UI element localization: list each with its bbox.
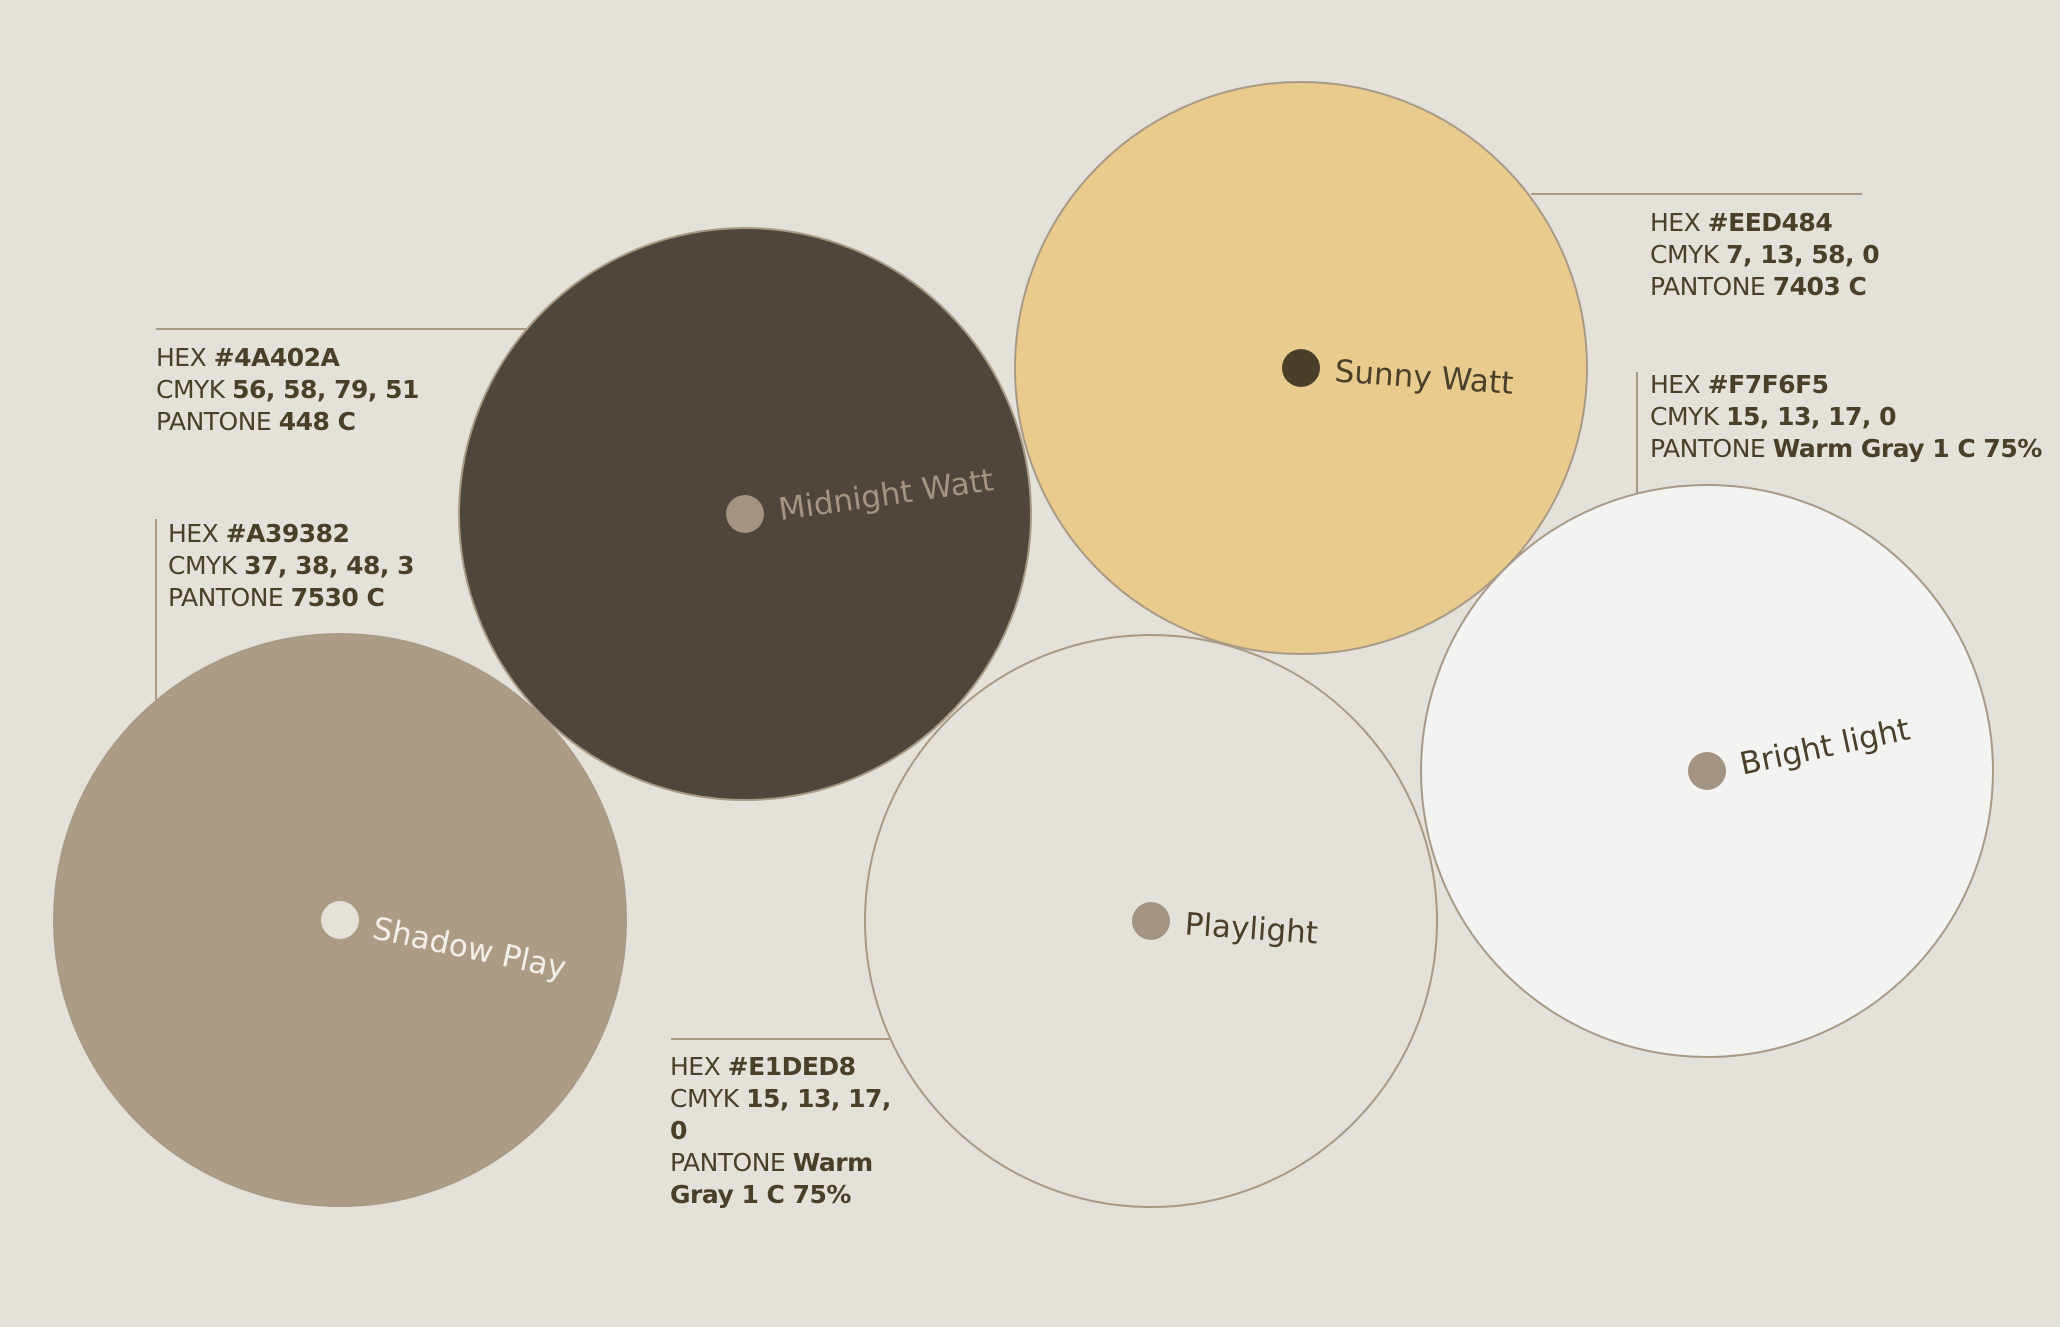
cmyk-value: 15, 13, 17, 0 <box>1726 402 1897 431</box>
hex-row: HEX #A39382 <box>168 518 414 550</box>
pantone-value: 7530 C <box>290 583 385 612</box>
hex-value: #E1DED8 <box>727 1052 856 1081</box>
hex-label: HEX <box>670 1052 728 1081</box>
hex-value: #F7F6F5 <box>1707 370 1829 399</box>
hex-label: HEX <box>156 343 214 372</box>
swatch-playlight: Playlight <box>864 634 1438 1208</box>
hex-label: HEX <box>1650 370 1708 399</box>
swatch-dot <box>1688 752 1726 790</box>
swatch-midnight-watt: Midnight Watt <box>458 227 1032 801</box>
spec-bright-light: HEX #F7F6F5 CMYK 15, 13, 17, 0 PANTONE War… <box>1650 369 2042 465</box>
swatch-dot <box>726 495 764 533</box>
hex-row: HEX #4A402A <box>156 342 419 374</box>
cmyk-row: CMYK 15, 13, 17, 0 <box>1650 401 2042 433</box>
pantone-value: Warm Gray 1 C 75% <box>1772 434 2043 463</box>
hex-label: HEX <box>168 519 226 548</box>
pantone-row: PANTONE Warm Gray 1 C 75% <box>670 1147 910 1211</box>
pantone-row: PANTONE 448 C <box>156 406 419 438</box>
pantone-value: Warm Gray 1 C 75% <box>670 1148 873 1209</box>
pantone-row: PANTONE 7530 C <box>168 582 414 614</box>
hex-row: HEX #E1DED8 <box>670 1051 910 1083</box>
pantone-label: PANTONE <box>156 407 279 436</box>
cmyk-row: CMYK 56, 58, 79, 51 <box>156 374 419 406</box>
cmyk-row: CMYK 37, 38, 48, 3 <box>168 550 415 582</box>
swatch-dot <box>1132 902 1170 940</box>
pantone-row: PANTONE Warm Gray 1 C 75% <box>1650 433 2042 465</box>
hex-value: #A39382 <box>225 519 350 548</box>
hex-value: #4A402A <box>213 343 340 372</box>
pantone-label: PANTONE <box>1650 272 1773 301</box>
pantone-label: PANTONE <box>1650 434 1773 463</box>
cmyk-label: CMYK <box>1650 240 1727 269</box>
spec-sunny-watt: HEX #EED484 CMYK 7, 13, 58, 0 PANTONE 7403… <box>1650 207 1880 303</box>
cmyk-label: CMYK <box>156 375 233 404</box>
spec-shadow-play: HEX #A39382 CMYK 37, 38, 48, 3 PANTONE 753… <box>168 518 415 614</box>
pantone-label: PANTONE <box>670 1148 793 1177</box>
hex-row: HEX #EED484 <box>1650 207 1879 239</box>
swatch-dot <box>321 901 359 939</box>
cmyk-label: CMYK <box>168 551 245 580</box>
cmyk-value: 56, 58, 79, 51 <box>232 375 419 404</box>
hex-value: #EED484 <box>1707 208 1833 237</box>
cmyk-label: CMYK <box>1650 402 1727 431</box>
pantone-value: 448 C <box>278 407 356 436</box>
cmyk-row: CMYK 7, 13, 58, 0 <box>1650 239 1880 271</box>
swatch-shadow-play: Shadow Play <box>53 633 627 1207</box>
swatch-bright-light: Bright light <box>1420 484 1994 1058</box>
pantone-label: PANTONE <box>168 583 291 612</box>
swatch-sunny-watt: Sunny Watt <box>1014 81 1588 655</box>
cmyk-row: CMYK 15, 13, 17, 0 <box>670 1083 910 1147</box>
spec-midnight-watt: HEX #4A402A CMYK 56, 58, 79, 51 PANTONE 44… <box>156 342 419 438</box>
cmyk-value: 37, 38, 48, 3 <box>244 551 415 580</box>
hex-row: HEX #F7F6F5 <box>1650 369 2042 401</box>
cmyk-value: 7, 13, 58, 0 <box>1726 240 1880 269</box>
cmyk-value: 15, 13, 17, 0 <box>670 1084 891 1145</box>
cmyk-label: CMYK <box>670 1084 747 1113</box>
swatch-dot <box>1282 349 1320 387</box>
spec-playlight: HEX #E1DED8 CMYK 15, 13, 17, 0 PANTONE War… <box>670 1051 910 1211</box>
hex-label: HEX <box>1650 208 1708 237</box>
pantone-value: 7403 C <box>1772 272 1867 301</box>
pantone-row: PANTONE 7403 C <box>1650 271 1879 303</box>
